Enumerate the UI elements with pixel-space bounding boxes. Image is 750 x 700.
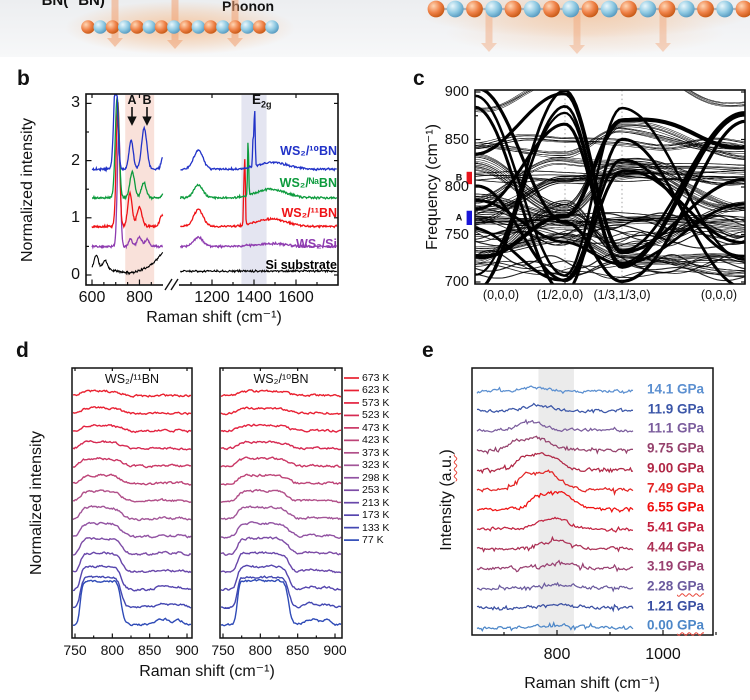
marker-b-bar: [466, 171, 472, 185]
e-pressure-label: 11.9 GPa: [647, 400, 704, 416]
panel-a-schematic: ¹⁰BN(¹¹BN) Phonon: [0, 0, 750, 57]
b-x-tick-label: 800: [126, 289, 153, 306]
b-x-tick-label: 1400: [236, 289, 272, 306]
panel-b-annotation-b: B: [142, 92, 152, 107]
e-x-tick-label: 800: [543, 646, 571, 663]
d-legend-label: 623 K: [362, 384, 390, 397]
d-legend-label: 173 K: [362, 508, 390, 521]
panel-b-series-label-ws2-si: WS₂/Si: [296, 236, 337, 251]
panel-d-plot-frame: [219, 367, 343, 639]
d-legend-label: 253 K: [362, 483, 390, 496]
b-y-tick-label: 2: [71, 151, 80, 169]
e-pressure-label: 9.00 GPa: [646, 460, 704, 476]
panel-e-letter: e: [422, 339, 434, 362]
d-legend-label: 298 K: [362, 471, 390, 484]
panel-b-annotation-a: A: [127, 92, 137, 107]
panel-b-x-axis-title: Raman shift (cm⁻¹): [146, 309, 282, 326]
c-y-tick-label: 700: [444, 273, 469, 290]
d-legend-label: 423 K: [362, 434, 390, 447]
b-y-tick-label: 0: [71, 266, 80, 283]
e-pressure-label: 7.49 GPa: [646, 479, 704, 495]
e-pressure-label: 4.44 GPa: [646, 538, 704, 554]
d-legend-label: 523 K: [362, 409, 390, 422]
d-legend-label: 673 K: [362, 371, 390, 384]
d-legend-label: 473 K: [362, 421, 390, 434]
panel-d-x-axis-title: Raman shift (cm⁻¹): [139, 663, 275, 680]
panel-b-curves: [91, 94, 338, 276]
panel-b-series-label-ws2-10bn: WS₂/¹⁰BN: [280, 143, 337, 158]
panel-d-letter: d: [16, 339, 29, 362]
panel-e-y-axis-title: Intensity (a.u.): [438, 449, 455, 551]
panel-a-phonon-label: Phonon: [222, 0, 275, 14]
d-legend-label: 77 K: [362, 533, 384, 546]
panel-c-letter: c: [413, 67, 425, 90]
panel-e-x-axis-title: Raman shift (cm⁻¹): [524, 675, 660, 692]
e-pressure-label: 0.00 GPa: [646, 617, 704, 633]
highlight-band: [125, 95, 155, 284]
panel-c-kpoint-k: (1/3,1/3,0): [593, 287, 651, 302]
panel-d-left-title: WS₂/¹¹BN: [104, 371, 160, 386]
d-x-tick-label: 900: [323, 642, 347, 658]
d-legend-label: 573 K: [362, 396, 390, 409]
panel-d-curves: [220, 389, 342, 627]
d-x-tick-label: 900: [175, 642, 199, 658]
panel-b-series-label-ws2-11bn: WS₂/¹¹BN: [281, 205, 337, 220]
panel-b-series-label-ws2-nabn: WS₂/ᴺᵃBN: [279, 175, 337, 190]
panel-c-phonon-bands: [475, 90, 745, 284]
d-x-tick-label: 800: [248, 642, 273, 658]
e-pressure-label: 1.21 GPa: [646, 597, 704, 613]
e-pressure-label: 3.19 GPa: [646, 558, 704, 574]
panel-c-marker-b-label: B: [455, 172, 463, 183]
panel-a-isotope-label: ¹⁰BN(¹¹BN): [30, 0, 105, 9]
panel-c-y-axis-title: Frequency (cm⁻¹): [424, 124, 441, 250]
b-x-tick-label: 1600: [278, 289, 314, 306]
panel-d-curves: [72, 389, 192, 627]
panel-b-series-label-si-substrate: Si substrate: [265, 257, 337, 272]
e-pressure-label: 11.1 GPa: [647, 420, 704, 436]
d-x-tick-label: 800: [100, 642, 125, 658]
panel-c-kpoint-m: (1/2,0,0): [536, 287, 584, 302]
panel-b-annotation-e2g: E2g: [252, 92, 272, 110]
e-pressure-label: 14.1 GPa: [646, 381, 704, 397]
d-x-tick-label: 850: [285, 642, 310, 658]
panel-c-marker-a-label: A: [455, 212, 463, 223]
panel-b-plot-frame: [85, 93, 339, 286]
panel-d-y-axis-title: Normalized intensity: [28, 430, 45, 576]
d-x-tick-label: 750: [211, 642, 235, 658]
panel-d-right-title: WS₂/¹⁰BN: [253, 371, 309, 386]
e-x-tick-label: 1000: [645, 646, 681, 663]
d-legend-label: 133 K: [362, 521, 390, 534]
d-x-tick-label: 750: [63, 642, 87, 658]
d-legend-label: 213 K: [362, 496, 390, 509]
panel-e-plot-frame: [471, 367, 714, 636]
marker-a-bar: [466, 210, 472, 225]
e-pressure-label: 5.41 GPa: [646, 519, 704, 535]
b-x-tick-label: 600: [78, 289, 106, 306]
e-pressure-label: 6.55 GPa: [646, 499, 704, 515]
c-y-tick-label: 800: [444, 178, 469, 195]
c-y-tick-label: 850: [444, 131, 469, 148]
d-legend-label: 323 K: [362, 459, 390, 472]
highlight-band: [538, 369, 574, 634]
c-y-tick-label: 900: [444, 83, 469, 100]
highlight-band: [241, 95, 267, 284]
e-pressure-label: 2.28 GPa: [646, 578, 704, 594]
b-x-tick-label: 1200: [194, 289, 230, 306]
e-pressure-label: 9.75 GPa: [646, 440, 704, 456]
b-y-tick-label: 3: [71, 94, 80, 112]
c-y-tick-label: 750: [444, 226, 469, 243]
d-legend-label: 373 K: [362, 446, 390, 459]
panel-c-kpoint-gamma-left: (0,0,0): [482, 287, 520, 302]
d-x-tick-label: 850: [137, 642, 162, 658]
b-y-tick-label: 1: [71, 208, 80, 226]
panel-d-plot-frame: [71, 367, 193, 639]
panel-b-y-axis-title: Normalized intensity: [19, 117, 36, 263]
panel-c-kpoint-gamma-right: (0,0,0): [700, 287, 738, 302]
panel-c-plot-frame: [474, 89, 746, 285]
panel-e-curves: [476, 385, 634, 633]
panel-b-letter: b: [17, 67, 30, 90]
